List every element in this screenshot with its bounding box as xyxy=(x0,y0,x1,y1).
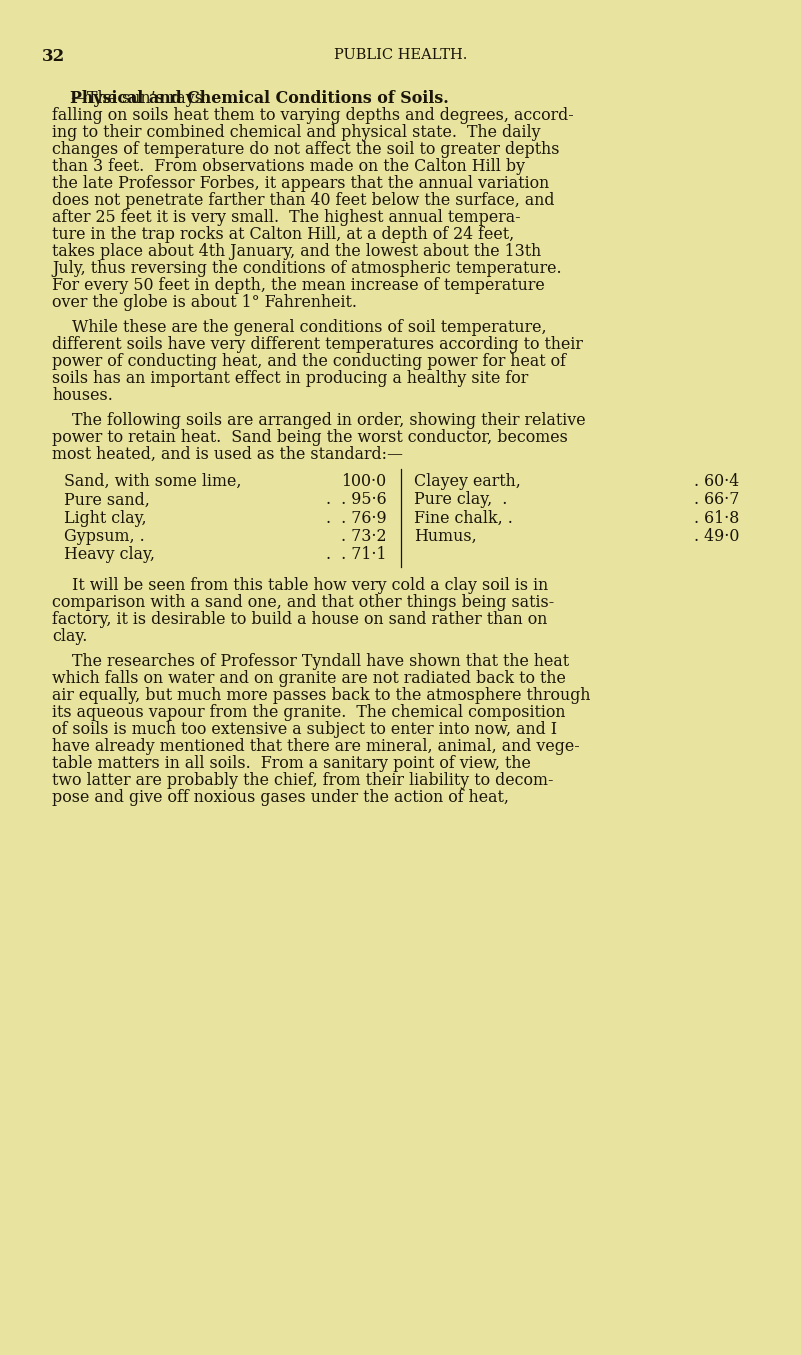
Text: the late Professor Forbes, it appears that the annual variation: the late Professor Forbes, it appears th… xyxy=(52,175,549,192)
Text: 32: 32 xyxy=(42,47,65,65)
Text: than 3 feet.  From observations made on the Calton Hill by: than 3 feet. From observations made on t… xyxy=(52,159,525,175)
Text: . 61·8: . 61·8 xyxy=(683,509,739,527)
Text: Sand, with some lime,: Sand, with some lime, xyxy=(64,473,241,491)
Text: 100·0: 100·0 xyxy=(341,473,387,491)
Text: For every 50 feet in depth, the mean increase of temperature: For every 50 feet in depth, the mean inc… xyxy=(52,276,545,294)
Text: ture in the trap rocks at Calton Hill, at a depth of 24 feet,: ture in the trap rocks at Calton Hill, a… xyxy=(52,226,514,243)
Text: which falls on water and on granite are not radiated back to the: which falls on water and on granite are … xyxy=(52,669,566,687)
Text: houses.: houses. xyxy=(52,388,113,404)
Text: after 25 feet it is very small.  The highest annual tempera-: after 25 feet it is very small. The high… xyxy=(52,209,521,226)
Text: Humus,: Humus, xyxy=(414,528,477,545)
Text: changes of temperature do not affect the soil to greater depths: changes of temperature do not affect the… xyxy=(52,141,560,159)
Text: takes place about 4th January, and the lowest about the 13th: takes place about 4th January, and the l… xyxy=(52,243,541,260)
Text: —The sun’s rays: —The sun’s rays xyxy=(71,89,203,107)
Text: table matters in all soils.  From a sanitary point of view, the: table matters in all soils. From a sanit… xyxy=(52,755,531,772)
Text: its aqueous vapour from the granite.  The chemical composition: its aqueous vapour from the granite. The… xyxy=(52,703,566,721)
Text: different soils have very different temperatures according to their: different soils have very different temp… xyxy=(52,336,583,354)
Text: July, thus reversing the conditions of atmospheric temperature.: July, thus reversing the conditions of a… xyxy=(52,260,562,276)
Text: .  . 95·6: . . 95·6 xyxy=(316,492,387,508)
Text: The researches of Professor Tyndall have shown that the heat: The researches of Professor Tyndall have… xyxy=(52,653,570,669)
Text: comparison with a sand one, and that other things being satis-: comparison with a sand one, and that oth… xyxy=(52,593,554,611)
Text: two latter are probably the chief, from their liability to decom-: two latter are probably the chief, from … xyxy=(52,772,553,789)
Text: Heavy clay,: Heavy clay, xyxy=(64,546,155,564)
Text: ing to their combined chemical and physical state.  The daily: ing to their combined chemical and physi… xyxy=(52,125,541,141)
Text: soils has an important effect in producing a healthy site for: soils has an important effect in produci… xyxy=(52,370,528,388)
Text: .  . 76·9: . . 76·9 xyxy=(316,509,387,527)
Text: . 49·0: . 49·0 xyxy=(683,528,739,545)
Text: clay.: clay. xyxy=(52,627,87,645)
Text: Pure clay,  .: Pure clay, . xyxy=(414,492,508,508)
Text: . 66·7: . 66·7 xyxy=(683,492,739,508)
Text: factory, it is desirable to build a house on sand rather than on: factory, it is desirable to build a hous… xyxy=(52,611,547,627)
Text: power of conducting heat, and the conducting power for heat of: power of conducting heat, and the conduc… xyxy=(52,354,566,370)
Text: Pure sand,: Pure sand, xyxy=(64,492,150,508)
Text: over the globe is about 1° Fahrenheit.: over the globe is about 1° Fahrenheit. xyxy=(52,294,357,312)
Text: Physical and Chemical Conditions of Soils.: Physical and Chemical Conditions of Soil… xyxy=(70,89,449,107)
Text: . 60·4: . 60·4 xyxy=(684,473,739,491)
Text: Gypsum, .: Gypsum, . xyxy=(64,528,145,545)
Text: PUBLIC HEALTH.: PUBLIC HEALTH. xyxy=(334,47,467,62)
Text: The following soils are arranged in order, showing their relative: The following soils are arranged in orde… xyxy=(52,412,586,430)
Text: does not penetrate farther than 40 feet below the surface, and: does not penetrate farther than 40 feet … xyxy=(52,192,554,209)
Text: Fine chalk, .: Fine chalk, . xyxy=(414,509,513,527)
Text: . 73·2: . 73·2 xyxy=(331,528,387,545)
Text: While these are the general conditions of soil temperature,: While these are the general conditions o… xyxy=(52,318,546,336)
Text: most heated, and is used as the standard:—: most heated, and is used as the standard… xyxy=(52,446,403,463)
Text: .  . 71·1: . . 71·1 xyxy=(316,546,387,564)
Text: Clayey earth,: Clayey earth, xyxy=(414,473,521,491)
Text: It will be seen from this table how very cold a clay soil is in: It will be seen from this table how very… xyxy=(52,577,548,593)
Text: falling on soils heat them to varying depths and degrees, accord-: falling on soils heat them to varying de… xyxy=(52,107,574,125)
Text: of soils is much too extensive a subject to enter into now, and I: of soils is much too extensive a subject… xyxy=(52,721,557,738)
Text: pose and give off noxious gases under the action of heat,: pose and give off noxious gases under th… xyxy=(52,789,509,806)
Text: have already mentioned that there are mineral, animal, and vege-: have already mentioned that there are mi… xyxy=(52,738,580,755)
Text: Light clay,: Light clay, xyxy=(64,509,147,527)
Text: power to retain heat.  Sand being the worst conductor, becomes: power to retain heat. Sand being the wor… xyxy=(52,430,568,446)
Text: air equally, but much more passes back to the atmosphere through: air equally, but much more passes back t… xyxy=(52,687,590,703)
